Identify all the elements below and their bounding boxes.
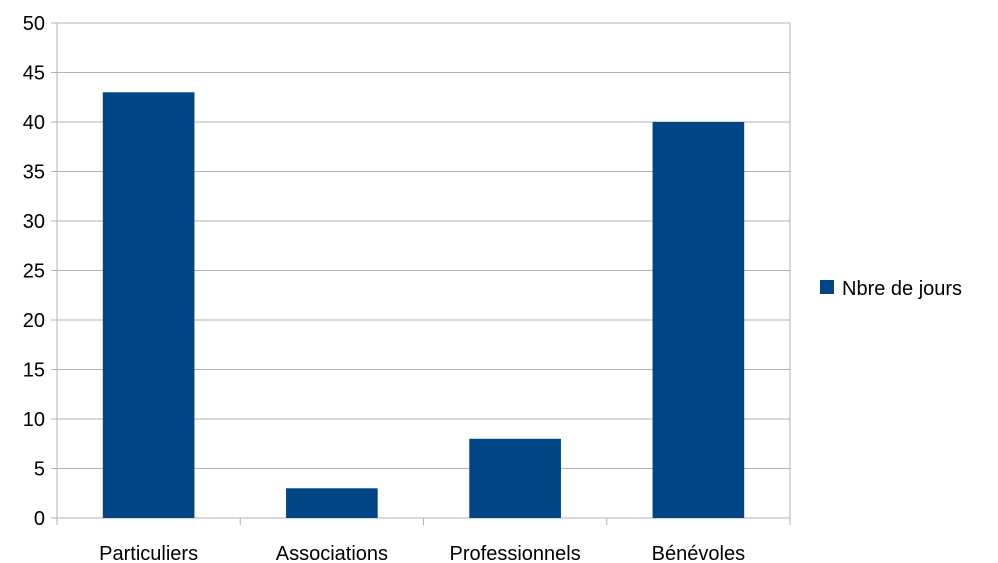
x-tick-label: Bénévoles (652, 543, 745, 563)
y-tick-label: 50 (23, 13, 45, 35)
y-tick-label: 10 (23, 409, 45, 431)
x-tick-label: Associations (276, 543, 388, 563)
bar-associations (286, 488, 378, 518)
y-tick-label: 45 (23, 63, 45, 85)
y-tick-label: 30 (23, 211, 45, 233)
y-tick-label: 15 (23, 360, 45, 382)
y-tick-label: 35 (23, 162, 45, 184)
bar-professionnels (469, 438, 561, 518)
y-tick-label: 25 (23, 261, 45, 283)
y-tick-label: 5 (34, 459, 45, 481)
x-tick-labels: Particuliers Associations Professionnels Bé… (99, 543, 745, 563)
legend-swatch (820, 280, 834, 294)
bars (102, 92, 745, 519)
bar-b-n-voles (652, 122, 745, 518)
bar-particuliers (102, 92, 195, 519)
y-tick-label: 0 (34, 508, 45, 530)
legend-label: Nbre de jours (842, 278, 962, 300)
x-tick-label: Professionnels (450, 543, 581, 563)
legend: Nbre de jours (820, 278, 962, 300)
y-tick-label: 40 (23, 112, 45, 134)
x-tick-label: Particuliers (99, 543, 198, 563)
y-tick-label: 20 (23, 310, 45, 332)
y-tick-labels: 0 5 10 15 20 25 30 35 40 45 50 (23, 13, 45, 530)
